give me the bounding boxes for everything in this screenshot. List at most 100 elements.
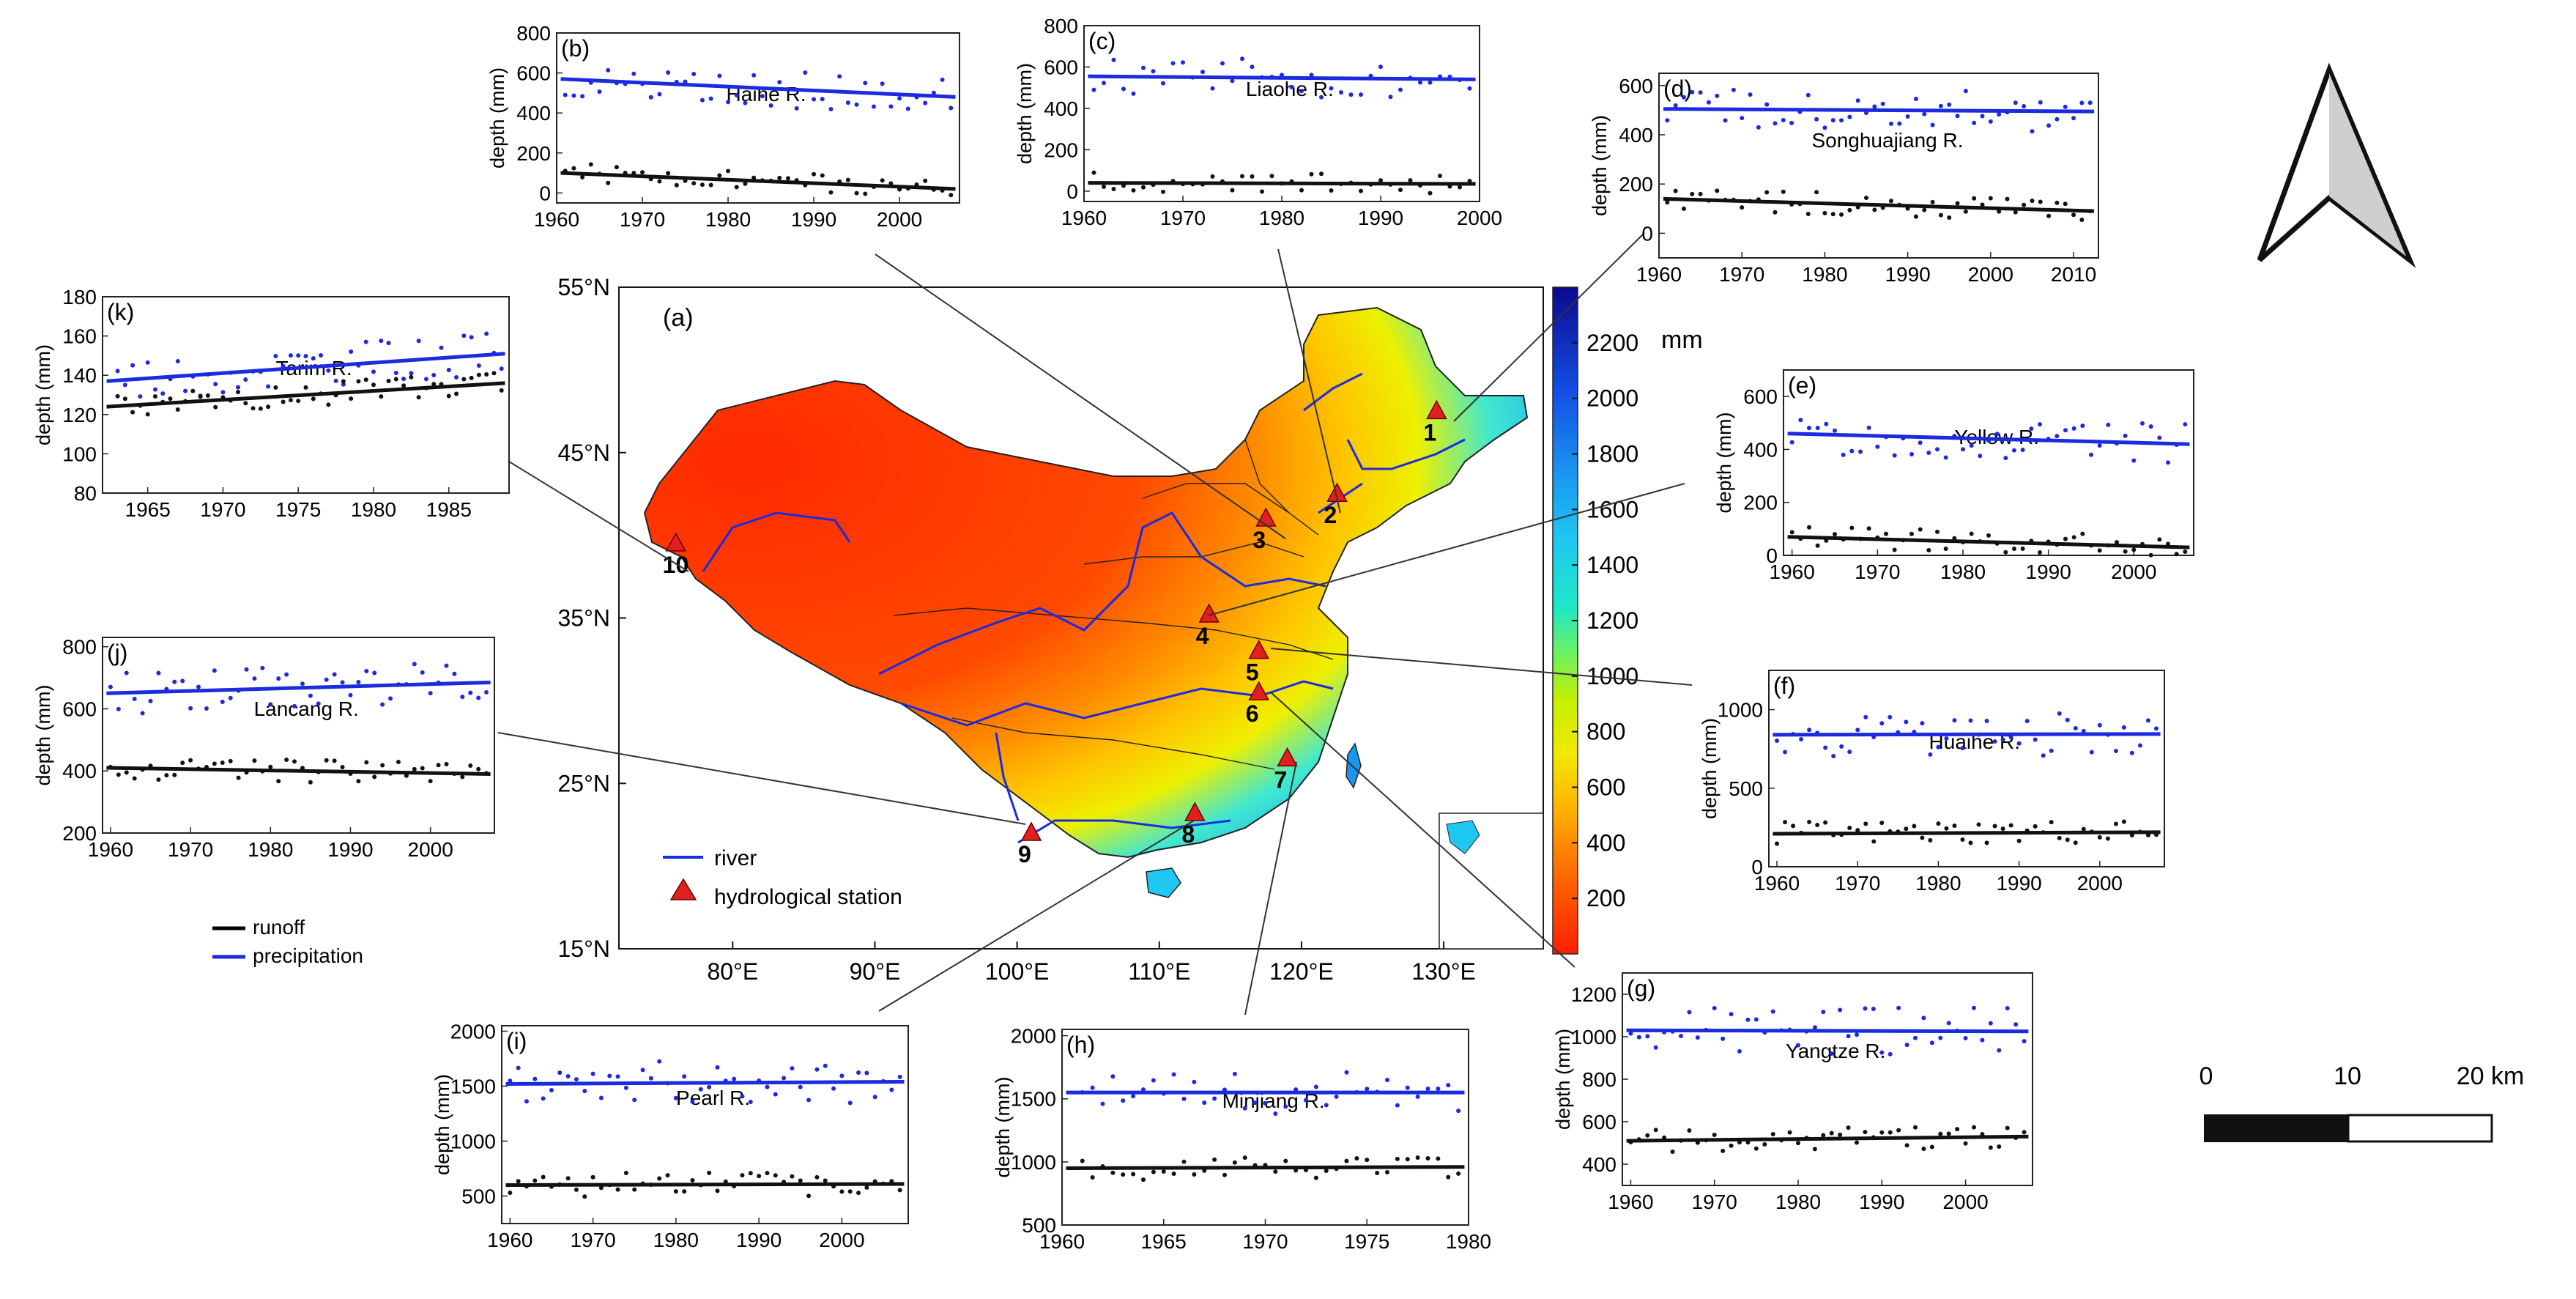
runoff-point <box>1141 1177 1146 1183</box>
precip-point <box>2038 100 2043 105</box>
runoff-point <box>1884 531 1888 536</box>
runoff-point <box>1764 190 1770 195</box>
precip-point <box>388 696 393 701</box>
runoff-point <box>1210 174 1215 179</box>
inset-panel-e: 0 200 400 600 1960 1970 1980 1990 2000 depth (mm)… <box>1713 369 2194 583</box>
runoff-point <box>431 382 437 387</box>
precip-point <box>183 388 188 393</box>
precip-point <box>2012 448 2016 453</box>
runoff-point <box>657 179 662 184</box>
precip-point <box>940 77 945 82</box>
precip-point <box>1121 86 1126 92</box>
precip-point <box>590 1071 595 1076</box>
y-tick-label: 120 <box>62 404 97 426</box>
x-tick-label: 1960 <box>534 208 579 231</box>
x-tick-label: 1990 <box>327 838 373 861</box>
precip-point <box>2041 753 2046 758</box>
precip-point <box>1645 1034 1650 1039</box>
runoff-trend-line <box>106 381 505 409</box>
runoff-point <box>1151 1169 1156 1174</box>
runoff-point <box>1921 1147 1926 1152</box>
runoff-trend-line <box>1626 1134 2029 1143</box>
precip-point <box>748 1099 753 1104</box>
y-tick-label: 1000 <box>1011 1151 1056 1174</box>
runoff-point <box>1789 530 1794 535</box>
precip-point <box>180 678 185 684</box>
runoff-point <box>820 173 825 178</box>
precip-point <box>2153 726 2159 731</box>
runoff-point <box>2063 536 2068 541</box>
runoff-point <box>880 178 885 183</box>
precip-point <box>1628 1031 1633 1036</box>
y-axis-label: depth (mm) <box>1552 1029 1574 1130</box>
precip-point <box>1796 1043 1800 1048</box>
runoff-point <box>1354 1156 1359 1161</box>
station-number: 2 <box>1324 502 1337 528</box>
runoff-point <box>2079 218 2085 223</box>
series-legend: runoff precipitation <box>212 916 363 967</box>
precip-point <box>2022 103 2027 108</box>
panel-label: (b) <box>561 35 590 62</box>
runoff-point <box>1935 529 1940 534</box>
x-tick-label: 2000 <box>877 208 922 231</box>
runoff-point <box>2008 823 2013 828</box>
precip-point <box>1961 447 1965 452</box>
runoff-point <box>1385 1169 1389 1174</box>
y-tick-label: 500 <box>1729 777 1763 800</box>
map-panel-label: (a) <box>663 304 694 332</box>
precip-point <box>1980 114 1985 119</box>
precip-point <box>1984 718 1989 723</box>
runoff-point <box>332 758 337 763</box>
precip-point <box>549 1087 554 1092</box>
precip-point <box>571 93 576 98</box>
precip-point <box>765 1084 770 1089</box>
runoff-point <box>1299 188 1304 193</box>
station-number: 10 <box>663 552 689 578</box>
runoff-point <box>2073 840 2078 845</box>
runoff-point <box>156 777 161 782</box>
precip-point <box>1395 1103 1400 1108</box>
runoff-point <box>1815 543 1820 548</box>
runoff-point <box>863 191 868 196</box>
precip-point <box>204 706 209 711</box>
y-tick-label: 0 <box>539 182 551 204</box>
precip-point <box>461 333 467 338</box>
precip-point <box>2073 725 2078 730</box>
precip-point <box>1943 455 1948 460</box>
precip-point <box>1871 1006 1876 1011</box>
precip-point <box>1102 81 1106 86</box>
runoff-point <box>1847 826 1852 831</box>
precip-point <box>1250 64 1255 70</box>
precip-point <box>1775 739 1780 744</box>
precip-point <box>1171 1072 1176 1077</box>
precip-point <box>363 339 368 344</box>
precip-point <box>284 672 289 677</box>
y-tick-label: 400 <box>1044 97 1078 120</box>
runoff-point <box>1181 1159 1187 1164</box>
precip-point <box>1892 453 1897 458</box>
precip-point <box>1833 428 1837 433</box>
runoff-point <box>2065 837 2070 843</box>
precip-point <box>116 706 121 711</box>
runoff-point <box>1365 1158 1370 1163</box>
precip-point <box>499 366 504 371</box>
precip-point <box>798 1084 803 1089</box>
precip-point <box>416 338 421 344</box>
precip-point <box>260 665 265 670</box>
runoff-point <box>623 1170 628 1175</box>
precip-point <box>446 367 451 372</box>
precip-point <box>632 1098 637 1103</box>
main-map: (a) 55°N45°N35°N25°N15°N 80°E 90°E 100°E 11… <box>558 274 1544 985</box>
x-tick-label: 1970 <box>1160 207 1206 229</box>
runoff-point <box>1812 1147 1817 1152</box>
precip-point <box>1665 118 1670 123</box>
x-tick-label: 2000 <box>2077 872 2123 895</box>
precip-point <box>156 670 161 676</box>
precip-point <box>349 349 354 355</box>
runoff-point <box>372 774 377 780</box>
precip-point <box>2113 749 2118 754</box>
precip-point <box>1938 1035 1943 1040</box>
precip-point <box>657 92 662 97</box>
precip-point <box>598 1095 604 1100</box>
